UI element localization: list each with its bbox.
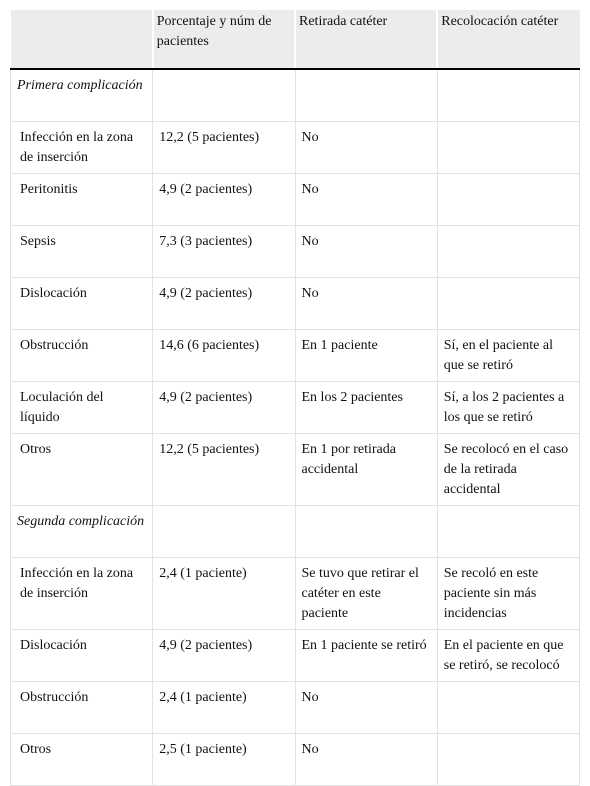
removal-cell: No <box>294 225 438 278</box>
complication-cell: Obstrucción <box>9 681 154 734</box>
table-body: Primera complicación Infección en la zona… <box>9 68 581 786</box>
data-row: Loculación del líquido 4,9 (2 pacientes) E… <box>9 381 581 434</box>
percentage-cell: 2,4 (1 paciente) <box>152 557 296 630</box>
complication-cell: Loculación del líquido <box>9 381 154 434</box>
removal-cell: Se tuvo que retirar el catéter en este p… <box>294 557 438 630</box>
data-row: Sepsis 7,3 (3 pacientes) No <box>9 225 581 278</box>
empty-cell <box>294 505 438 558</box>
replacement-cell: Sí, en el paciente al que se retiró <box>436 329 581 382</box>
data-row: Infección en la zona de inserción 12,2 (5… <box>9 121 581 174</box>
empty-cell <box>436 68 581 122</box>
percentage-cell: 2,5 (1 paciente) <box>152 733 296 786</box>
empty-cell <box>152 68 296 122</box>
complication-cell: Peritonitis <box>9 173 154 226</box>
empty-cell <box>436 681 581 734</box>
header-cell: Porcentaje y núm de pacientes <box>151 10 295 70</box>
complication-cell: Otros <box>9 733 154 786</box>
complication-cell: Infección en la zona de inserción <box>9 557 154 630</box>
empty-cell <box>436 733 581 786</box>
empty-cell <box>436 173 581 226</box>
data-row: Otros 2,5 (1 paciente) No <box>9 733 581 786</box>
removal-cell: No <box>294 173 438 226</box>
empty-cell <box>436 225 581 278</box>
percentage-cell: 4,9 (2 pacientes) <box>152 629 296 682</box>
section-row: Primera complicación <box>9 68 581 122</box>
replacement-cell: Se recolocó en el caso de la retirada ac… <box>436 433 581 506</box>
data-row: Obstrucción 2,4 (1 paciente) No <box>9 681 581 734</box>
percentage-cell: 12,2 (5 pacientes) <box>152 121 296 174</box>
replacement-cell: Se recoló en este paciente sin más incid… <box>436 557 581 630</box>
percentage-cell: 12,2 (5 pacientes) <box>152 433 296 506</box>
header-cell: Recolocación catéter <box>436 10 580 70</box>
empty-cell <box>436 121 581 174</box>
data-row: Otros 12,2 (5 pacientes) En 1 por retirada… <box>9 433 581 506</box>
empty-cell <box>436 505 581 558</box>
data-row: Infección en la zona de inserción 2,4 (1 … <box>9 557 581 630</box>
removal-cell: En 1 paciente se retiró <box>294 629 438 682</box>
complication-cell: Otros <box>9 433 154 506</box>
section-title: Segunda complicación <box>9 505 154 558</box>
data-row: Peritonitis 4,9 (2 pacientes) No <box>9 173 581 226</box>
removal-cell: En 1 paciente <box>294 329 438 382</box>
removal-cell: En los 2 pacientes <box>294 381 438 434</box>
empty-cell <box>436 277 581 330</box>
empty-cell <box>294 68 438 122</box>
data-row: Obstrucción 14,6 (6 pacientes) En 1 pacien… <box>9 329 581 382</box>
data-row: Dislocación 4,9 (2 pacientes) En 1 pacient… <box>9 629 581 682</box>
complications-table: Porcentaje y núm de pacientes Retirada ca… <box>9 10 581 786</box>
header-cell: Retirada catéter <box>293 10 438 70</box>
complication-cell: Sepsis <box>9 225 154 278</box>
header-cell <box>10 10 153 70</box>
removal-cell: No <box>294 277 438 330</box>
percentage-cell: 14,6 (6 pacientes) <box>152 329 296 382</box>
percentage-cell: 4,9 (2 pacientes) <box>152 277 296 330</box>
percentage-cell: 7,3 (3 pacientes) <box>152 225 296 278</box>
complication-cell: Obstrucción <box>9 329 154 382</box>
removal-cell: No <box>294 733 438 786</box>
page: {"table": { "header": ["Porcentaje y núm… <box>9 10 581 786</box>
empty-cell <box>152 505 296 558</box>
replacement-cell: En el paciente en que se retiró, se reco… <box>436 629 581 682</box>
percentage-cell: 4,9 (2 pacientes) <box>152 173 296 226</box>
replacement-cell: Sí, a los 2 pacientes a los que se retir… <box>436 381 581 434</box>
data-row: Dislocación 4,9 (2 pacientes) No <box>9 277 581 330</box>
complication-cell: Infección en la zona de inserción <box>9 121 154 174</box>
removal-cell: No <box>294 681 438 734</box>
removal-cell: En 1 por retirada accidental <box>294 433 438 506</box>
complication-cell: Dislocación <box>9 277 154 330</box>
table-header: Porcentaje y núm de pacientes Retirada ca… <box>10 10 580 70</box>
removal-cell: No <box>294 121 438 174</box>
percentage-cell: 2,4 (1 paciente) <box>152 681 296 734</box>
header-row: Porcentaje y núm de pacientes Retirada ca… <box>10 10 580 70</box>
section-row: Segunda complicación <box>9 505 581 558</box>
percentage-cell: 4,9 (2 pacientes) <box>152 381 296 434</box>
complication-cell: Dislocación <box>9 629 154 682</box>
section-title: Primera complicación <box>9 68 154 122</box>
